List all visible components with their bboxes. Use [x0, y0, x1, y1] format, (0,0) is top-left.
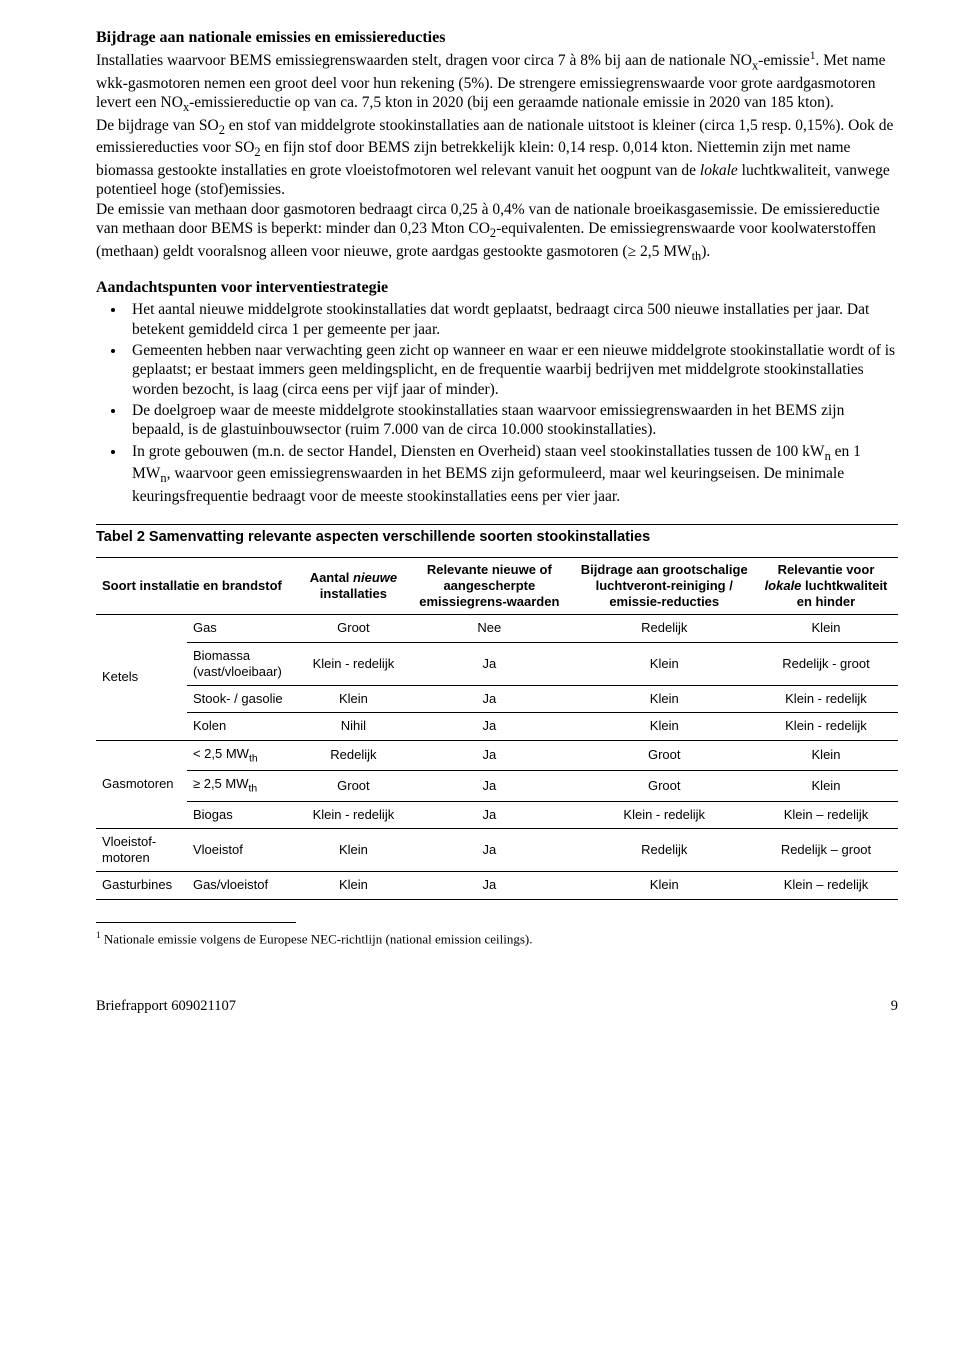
cell: Klein: [303, 872, 404, 899]
cell: Klein: [754, 615, 898, 642]
table-row: Ketels Gas Groot Nee Redelijk Klein: [96, 615, 898, 642]
table-caption: Tabel 2 Samenvatting relevante aspecten …: [96, 524, 898, 556]
cell: Klein: [754, 740, 898, 771]
group-vloeistof: Vloeistof-motoren: [96, 828, 187, 872]
table-header-row: Soort installatie en brandstof Aantal ni…: [96, 557, 898, 615]
cell: Klein – redelijk: [754, 872, 898, 899]
cell: Ja: [404, 801, 574, 828]
ital-lokale: lokale: [700, 162, 738, 179]
th-rel-b: lokale: [765, 578, 802, 593]
cell: Klein - redelijk: [754, 686, 898, 713]
paragraph-1: Installaties waarvoor BEMS emissiegrensw…: [96, 50, 898, 264]
cell-sub: ≥ 2,5 MWth: [187, 771, 303, 802]
heading-contribution: Bijdrage aan nationale emissies en emiss…: [96, 28, 898, 48]
cell-sub: Gas: [187, 615, 303, 642]
cell-sub: Biomassa (vast/vloeibaar): [187, 642, 303, 686]
p3-c: ).: [701, 243, 710, 260]
cell: Redelijk: [575, 828, 754, 872]
cell: Groot: [303, 615, 404, 642]
table-row: Vloeistof-motoren Vloeistof Klein Ja Red…: [96, 828, 898, 872]
cell-sub-th: th: [249, 784, 258, 795]
bullet-3: De doelgroep waar de meeste middelgrote …: [126, 401, 898, 440]
cell-sub-pre: < 2,5 MW: [193, 746, 249, 761]
footer-page-number: 9: [891, 997, 898, 1015]
cell: Ja: [404, 828, 574, 872]
cell: Klein: [575, 642, 754, 686]
th-rel-c: luchtkwaliteit en hinder: [797, 578, 888, 609]
th-rel-a: Relevantie voor: [778, 562, 875, 577]
cell: Klein - redelijk: [575, 801, 754, 828]
th-aantal-b: nieuwe: [353, 570, 397, 585]
table-row: Biomassa (vast/vloeibaar) Klein - redeli…: [96, 642, 898, 686]
cell: Klein - redelijk: [754, 713, 898, 740]
cell-sub-th: th: [249, 753, 258, 764]
bullet-4: In grote gebouwen (m.n. de sector Handel…: [126, 442, 898, 507]
cell: Redelijk: [303, 740, 404, 771]
cell-sub: Biogas: [187, 801, 303, 828]
cell: Nihil: [303, 713, 404, 740]
group-gasmotoren: Gasmotoren: [96, 740, 187, 828]
cell: Ja: [404, 872, 574, 899]
cell: Ja: [404, 740, 574, 771]
b4-a: In grote gebouwen (m.n. de sector Handel…: [132, 443, 825, 460]
th-aantal: Aantal nieuwe installaties: [303, 557, 404, 615]
b4-c: , waarvoor geen emissiegrenswaarden in h…: [132, 465, 844, 505]
sub-th1: th: [692, 249, 702, 263]
cell: Ja: [404, 686, 574, 713]
cell: Ja: [404, 771, 574, 802]
cell: Klein: [575, 872, 754, 899]
cell-sub: Vloeistof: [187, 828, 303, 872]
table-row: ≥ 2,5 MWth Groot Ja Groot Klein: [96, 771, 898, 802]
cell: Klein: [575, 713, 754, 740]
cell: Groot: [575, 740, 754, 771]
cell-sub-pre: ≥ 2,5 MW: [193, 776, 249, 791]
bullet-list: Het aantal nieuwe middelgrote stookinsta…: [96, 300, 898, 506]
cell: Redelijk – groot: [754, 828, 898, 872]
cell: Redelijk - groot: [754, 642, 898, 686]
p1-d: -emissiereductie op van ca. 7,5 kton in …: [189, 94, 834, 111]
footer-left: Briefrapport 609021107: [96, 997, 236, 1015]
th-soort: Soort installatie en brandstof: [96, 557, 303, 615]
th-grenswaarden: Relevante nieuwe of aangescherpte emissi…: [404, 557, 574, 615]
th-aantal-c: installaties: [320, 586, 387, 601]
cell: Redelijk: [575, 615, 754, 642]
p2-a: De bijdrage van SO: [96, 117, 219, 134]
cell-sub: Stook- / gasolie: [187, 686, 303, 713]
th-aantal-a: Aantal: [310, 570, 353, 585]
page-footer: Briefrapport 609021107 9: [96, 997, 898, 1015]
cell: Ja: [404, 642, 574, 686]
bullet-2: Gemeenten hebben naar verwachting geen z…: [126, 341, 898, 399]
cell: Klein: [303, 686, 404, 713]
cell: Klein: [754, 771, 898, 802]
group-ketels: Ketels: [96, 615, 187, 740]
bullet-1: Het aantal nieuwe middelgrote stookinsta…: [126, 300, 898, 339]
cell: Klein: [303, 828, 404, 872]
heading-attention-points: Aandachtspunten voor interventiestrategi…: [96, 278, 898, 298]
cell-sub: Gas/vloeistof: [187, 872, 303, 899]
table-row: Gasturbines Gas/vloeistof Klein Ja Klein…: [96, 872, 898, 899]
cell: Nee: [404, 615, 574, 642]
cell-sub: Kolen: [187, 713, 303, 740]
summary-table: Soort installatie en brandstof Aantal ni…: [96, 557, 898, 900]
table-row: Kolen Nihil Ja Klein Klein - redelijk: [96, 713, 898, 740]
th-bijdrage: Bijdrage aan grootschalige luchtveront-r…: [575, 557, 754, 615]
group-gasturbines: Gasturbines: [96, 872, 187, 899]
table-row: Stook- / gasolie Klein Ja Klein Klein - …: [96, 686, 898, 713]
cell: Groot: [303, 771, 404, 802]
footnote-1: 1 Nationale emissie volgens de Europese …: [96, 931, 898, 948]
th-relevantie: Relevantie voor lokale luchtkwaliteit en…: [754, 557, 898, 615]
cell: Klein: [575, 686, 754, 713]
footnote-separator: [96, 922, 296, 923]
table-row: Biogas Klein - redelijk Ja Klein - redel…: [96, 801, 898, 828]
table-row: Gasmotoren < 2,5 MWth Redelijk Ja Groot …: [96, 740, 898, 771]
cell: Ja: [404, 713, 574, 740]
cell-sub: < 2,5 MWth: [187, 740, 303, 771]
cell: Klein - redelijk: [303, 801, 404, 828]
p1-b: -emissie: [758, 52, 810, 69]
footnote-text: Nationale emissie volgens de Europese NE…: [101, 931, 533, 946]
cell: Klein – redelijk: [754, 801, 898, 828]
p1-a: Installaties waarvoor BEMS emissiegrensw…: [96, 52, 752, 69]
cell: Groot: [575, 771, 754, 802]
cell: Klein - redelijk: [303, 642, 404, 686]
